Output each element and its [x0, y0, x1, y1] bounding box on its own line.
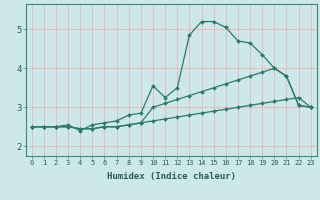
X-axis label: Humidex (Indice chaleur): Humidex (Indice chaleur)	[107, 172, 236, 181]
